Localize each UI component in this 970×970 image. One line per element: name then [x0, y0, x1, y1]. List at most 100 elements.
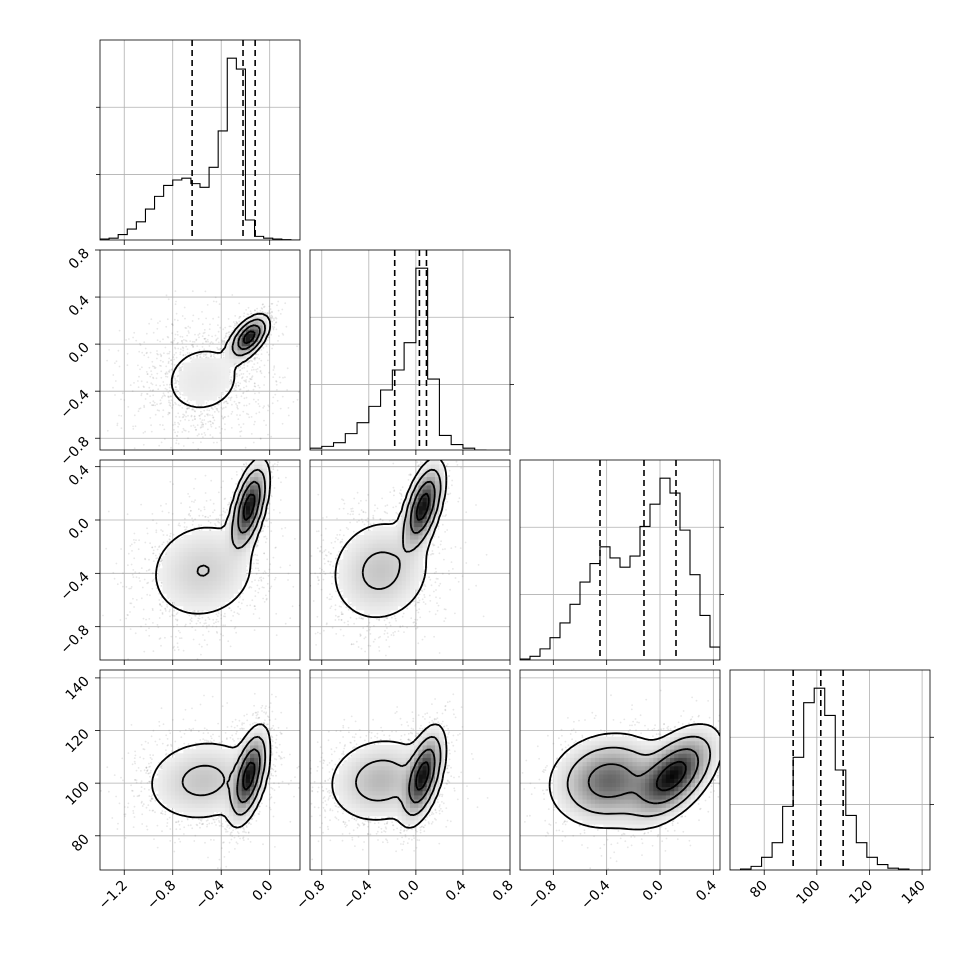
scatter-point — [163, 666, 165, 668]
density-cell — [241, 341, 247, 347]
scatter-point — [252, 554, 255, 557]
scatter-point — [152, 650, 155, 653]
scatter-point — [236, 473, 238, 476]
scatter-point — [279, 566, 282, 569]
scatter-point — [271, 317, 273, 320]
scatter-point — [152, 549, 155, 552]
scatter-point — [265, 345, 268, 347]
scatter-point — [183, 397, 186, 400]
scatter-point — [213, 356, 216, 359]
scatter-point — [257, 579, 260, 582]
scatter-point — [251, 375, 254, 378]
scatter-point — [121, 392, 124, 395]
scatter-point — [193, 415, 196, 417]
scatter-point — [165, 294, 168, 297]
density-cell — [216, 370, 222, 376]
scatter-point — [210, 407, 213, 409]
scatter-point — [199, 353, 202, 355]
scatter-point — [260, 359, 263, 362]
scatter-point — [190, 356, 192, 359]
scatter-point — [266, 339, 269, 341]
density-cell — [187, 387, 193, 393]
density-cell — [220, 387, 226, 393]
scatter-point — [234, 315, 237, 317]
scatter-point — [206, 304, 209, 306]
scatter-point — [280, 481, 282, 484]
scatter-point — [183, 521, 186, 524]
scatter-point — [162, 534, 165, 536]
histogram-0 — [100, 57, 300, 240]
scatter-point — [243, 404, 246, 407]
scatter-point — [275, 612, 278, 615]
scatter-point — [169, 538, 171, 541]
scatter-point — [230, 427, 233, 429]
scatter-point — [263, 376, 266, 378]
scatter-point — [238, 388, 241, 391]
scatter-point — [224, 624, 227, 627]
scatter-point — [269, 587, 271, 590]
scatter-point — [162, 361, 164, 363]
scatter-point — [229, 399, 232, 401]
density-cell — [225, 370, 230, 376]
scatter-point — [202, 634, 204, 636]
density-cell — [183, 391, 188, 397]
scatter-point — [248, 403, 251, 405]
density-cell — [200, 379, 205, 384]
scatter-point — [137, 548, 140, 551]
scatter-point — [223, 612, 226, 615]
density-cell — [212, 383, 218, 388]
scatter-point — [246, 365, 249, 367]
density-cell — [191, 379, 197, 384]
scatter-point — [118, 414, 120, 417]
scatter-point — [224, 497, 227, 500]
scatter-point — [179, 353, 182, 356]
density-cell — [195, 387, 201, 393]
scatter-point — [133, 539, 135, 541]
scatter-point — [154, 366, 157, 369]
scatter-point — [257, 353, 259, 356]
scatter-point — [152, 572, 154, 574]
scatter-point — [137, 364, 139, 367]
scatter-point — [179, 348, 182, 350]
scatter-point — [202, 332, 205, 335]
scatter-point — [212, 422, 215, 425]
scatter-point — [135, 472, 137, 474]
scatter-point — [203, 508, 206, 511]
scatter-point — [281, 308, 284, 311]
scatter-point — [236, 375, 239, 378]
scatter-point — [182, 427, 185, 430]
scatter-point — [224, 334, 227, 337]
scatter-point — [247, 306, 250, 309]
scatter-point — [262, 303, 264, 306]
scatter-point — [184, 529, 186, 531]
scatter-point — [285, 325, 288, 328]
scatter-point — [265, 313, 268, 315]
scatter-point — [270, 530, 273, 532]
scatter-point — [162, 541, 165, 544]
scatter-point — [271, 325, 274, 328]
scatter-point — [188, 506, 191, 509]
scatter-point — [175, 381, 177, 383]
scatter-point — [167, 370, 170, 373]
scatter-point — [126, 364, 129, 367]
scatter-point — [161, 510, 164, 513]
scatter-point — [168, 399, 170, 402]
scatter-point — [252, 398, 255, 401]
scatter-point — [197, 448, 200, 450]
scatter-point — [156, 339, 159, 342]
scatter-point — [231, 381, 233, 383]
scatter-point — [188, 419, 190, 422]
panel-2-0: −0.8−0.40.00.4 — [57, 459, 301, 668]
scatter-point — [199, 353, 202, 356]
scatter-point — [227, 640, 230, 643]
scatter-point — [167, 396, 170, 399]
scatter-point — [265, 520, 268, 522]
scatter-point — [273, 509, 275, 511]
scatter-point — [142, 617, 145, 620]
scatter-point — [261, 303, 264, 306]
scatter-point — [213, 509, 216, 512]
scatter-point — [223, 339, 226, 342]
scatter-point — [167, 362, 170, 364]
scatter-point — [204, 434, 207, 436]
scatter-point — [150, 373, 153, 376]
